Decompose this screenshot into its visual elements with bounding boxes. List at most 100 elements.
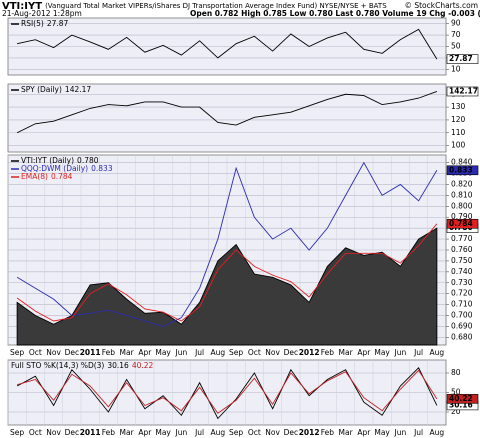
y-tick-label: 0.720: [451, 289, 473, 298]
legend-value: 0.784: [51, 172, 73, 181]
x-tick-label: Sep: [10, 428, 24, 437]
y-tick-label: 0.700: [451, 311, 473, 320]
symbol: VTI:IYT: [2, 1, 42, 12]
x-tick-label: Sep: [229, 348, 243, 357]
value-box-label: 30.16: [449, 400, 473, 409]
y-tick-label: 0.710: [451, 300, 473, 309]
y-tick-label: 0.690: [451, 321, 473, 330]
x-tick-label: Mar: [120, 428, 135, 437]
legend-name: QQQ:DWM (Daily): [21, 164, 88, 173]
value-box: [446, 86, 479, 97]
value-box: [446, 54, 479, 64]
x-tick-label: Apr: [357, 428, 371, 437]
x-tick-label: 2011: [80, 428, 101, 437]
y-tick-label: 110: [451, 128, 466, 137]
description: (Vanguard Total Market VIPERs/iShares DJ…: [45, 2, 387, 10]
legend-entry: VTI:IYT (Daily) 0.780: [21, 156, 99, 165]
y-tick-label: 0.800: [451, 201, 473, 210]
legend-value: 0.780: [77, 156, 99, 165]
legend-name: VTI:IYT (Daily): [21, 156, 74, 165]
legend-value: 142.17: [65, 85, 91, 94]
x-tick-label: Jul: [194, 348, 204, 357]
x-tick-label: Oct: [248, 348, 261, 357]
x-tick-label: Mar: [339, 428, 354, 437]
x-tick-label: Jun: [175, 348, 188, 357]
y-tick-label: 50: [451, 388, 461, 397]
panel-label: Full STO %K(14,3) %D(3) 30.16 40.22: [11, 361, 154, 370]
price-line: [16, 161, 438, 327]
x-tick-label: Feb: [102, 348, 116, 357]
value-box-label: 40.22: [449, 394, 473, 403]
x-tick-label: Dec: [65, 428, 80, 437]
x-tick-label: Jun: [394, 348, 407, 357]
x-tick-label: 2012: [299, 348, 320, 357]
legend-name: EMA(8): [21, 172, 48, 181]
legend-value: 27.87: [47, 19, 69, 28]
x-tick-label: Feb: [321, 348, 335, 357]
x-tick-label: Nov: [46, 428, 61, 437]
legend-name: RSI(5): [21, 19, 44, 28]
y-tick-label: 0.820: [451, 179, 473, 188]
x-tick-label: Nov: [265, 428, 280, 437]
y-tick-label: 0.750: [451, 256, 473, 265]
value-box-label: 0.784: [449, 219, 473, 228]
y-tick-label: 10: [451, 64, 461, 73]
x-tick-label: Dec: [65, 348, 80, 357]
x-tick-label: Aug: [430, 348, 445, 357]
copyright: © StockCharts.com: [404, 1, 478, 10]
value-box-label: 142.17: [449, 86, 478, 95]
value-box: [446, 165, 479, 176]
x-tick-label: Sep: [10, 348, 24, 357]
y-tick-label: 80: [451, 368, 461, 377]
price-area: [16, 227, 438, 346]
price-line: [16, 367, 438, 420]
x-tick-label: Oct: [29, 348, 42, 357]
panel-background: [7, 83, 447, 153]
x-tick-label: Feb: [321, 428, 335, 437]
y-tick-label: 70: [451, 30, 461, 39]
y-tick-label: 0.740: [451, 267, 473, 276]
value-box: [446, 218, 479, 229]
y-tick-label: 100: [451, 141, 466, 150]
price-line: [17, 369, 438, 414]
y-tick-label: 0.760: [451, 245, 473, 254]
y-tick-label: 0.810: [451, 190, 473, 199]
x-tick-label: Aug: [211, 348, 226, 357]
x-tick-label: Jul: [194, 428, 204, 437]
legend-entry: RSI(5) 27.87: [21, 19, 69, 28]
value-box-label: 27.87: [449, 54, 473, 63]
date: 21-Aug-2012 1:28pm: [2, 9, 82, 18]
price-line: [17, 28, 438, 60]
legend-entry: EMA(8) 0.784: [21, 172, 73, 181]
x-tick-label: Jun: [175, 428, 188, 437]
legend-entry: QQQ:DWM (Daily) 0.833: [21, 164, 113, 173]
x-tick-label: Apr: [357, 348, 371, 357]
y-tick-label: 0.770: [451, 234, 473, 243]
x-tick-label: Feb: [102, 428, 116, 437]
y-tick-label: 20: [451, 407, 461, 416]
quote: Open 0.782 High 0.785 Low 0.780 Last 0.7…: [190, 9, 480, 18]
x-tick-label: Nov: [265, 348, 280, 357]
x-tick-label: Dec: [284, 428, 299, 437]
x-tick-label: May: [155, 348, 171, 357]
y-tick-label: 50: [451, 42, 461, 51]
legend-entry: SPY (Daily) 142.17: [21, 85, 91, 94]
price-line: [16, 223, 438, 322]
x-tick-label: Dec: [284, 348, 299, 357]
x-tick-label: 2011: [80, 348, 101, 357]
x-tick-label: Apr: [138, 348, 152, 357]
price-line: [16, 91, 438, 134]
x-tick-label: Jul: [413, 348, 423, 357]
panel-label-text: Full STO %K(14,3) %D(3): [11, 361, 104, 370]
panel-label-value: 40.22: [132, 361, 154, 370]
x-tick-label: Oct: [29, 428, 42, 437]
x-tick-label: Jul: [413, 428, 423, 437]
x-tick-label: May: [374, 428, 390, 437]
legend-name: SPY (Daily): [21, 85, 62, 94]
y-tick-label: 0.680: [451, 332, 473, 341]
panel-label-value: 30.16: [107, 361, 129, 370]
x-tick-label: Mar: [120, 348, 135, 357]
y-tick-label: 0.790: [451, 212, 473, 221]
x-tick-label: Mar: [339, 348, 354, 357]
